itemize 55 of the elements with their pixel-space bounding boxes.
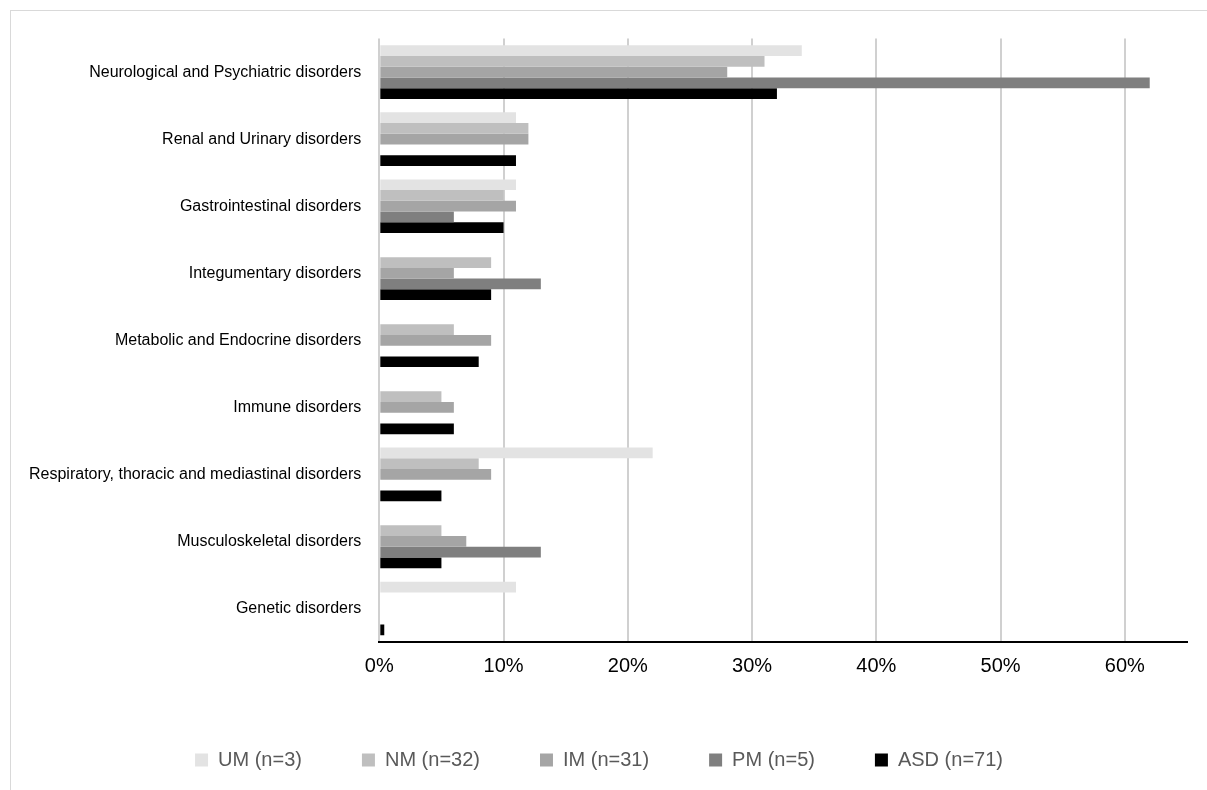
legend-label: ASD (n=71) <box>897 747 1003 770</box>
bar <box>380 391 442 402</box>
x-tick-label: 20% <box>607 653 649 676</box>
y-tick-label: Genetic disorders <box>235 598 362 616</box>
bar <box>380 88 777 99</box>
bar <box>380 546 541 558</box>
bar <box>380 525 442 537</box>
x-tick-label: 50% <box>980 653 1021 676</box>
y-tick-label: Renal and Urinary disorders <box>162 129 362 147</box>
x-tick-label: 60% <box>1104 653 1146 676</box>
x-tick-label: 0% <box>364 653 394 676</box>
bar <box>380 211 454 223</box>
bar <box>380 401 454 413</box>
bar <box>380 179 516 191</box>
bar <box>380 278 541 290</box>
legend-label: NM (n=32) <box>384 747 480 770</box>
bar <box>380 155 516 166</box>
bar <box>380 469 492 480</box>
bar <box>380 112 516 124</box>
bar <box>380 123 529 134</box>
bar <box>380 356 479 368</box>
y-tick-label: Neurological and Psychiatric disorders <box>89 62 362 80</box>
bar <box>380 133 529 145</box>
bar <box>380 557 442 569</box>
bar <box>380 190 504 201</box>
bar <box>380 257 492 268</box>
bar <box>380 490 442 502</box>
bar <box>380 56 765 67</box>
bar <box>380 458 479 470</box>
bar <box>380 289 492 301</box>
legend-label: PM (n=5) <box>732 747 815 770</box>
bar <box>380 222 504 234</box>
bar <box>380 334 492 346</box>
bar <box>380 77 1150 89</box>
bar <box>380 447 653 459</box>
bar <box>380 624 385 636</box>
bar <box>380 536 467 547</box>
bar <box>380 200 516 212</box>
y-tick-label: Integumentary disorders <box>188 263 362 281</box>
x-tick-label: 30% <box>732 653 773 676</box>
y-tick-label: Gastrointestinal disorders <box>179 196 362 214</box>
bar <box>380 45 802 57</box>
x-tick-label: 10% <box>483 653 524 676</box>
legend-label: IM (n=31) <box>562 747 650 770</box>
bar <box>380 66 728 78</box>
y-tick-label: Musculoskeletal disorders <box>177 531 362 549</box>
y-tick-label: Respiratory, thoracic and mediastinal disorders <box>29 464 362 482</box>
bar <box>380 581 516 593</box>
bar <box>380 324 454 335</box>
y-tick-label: Metabolic and Endocrine disorders <box>114 330 362 348</box>
x-tick-label: 40% <box>856 653 897 676</box>
legend-label: UM (n=3) <box>218 747 302 770</box>
y-tick-label: Immune disorders <box>233 397 362 415</box>
bar <box>380 423 454 435</box>
bar <box>380 267 454 279</box>
